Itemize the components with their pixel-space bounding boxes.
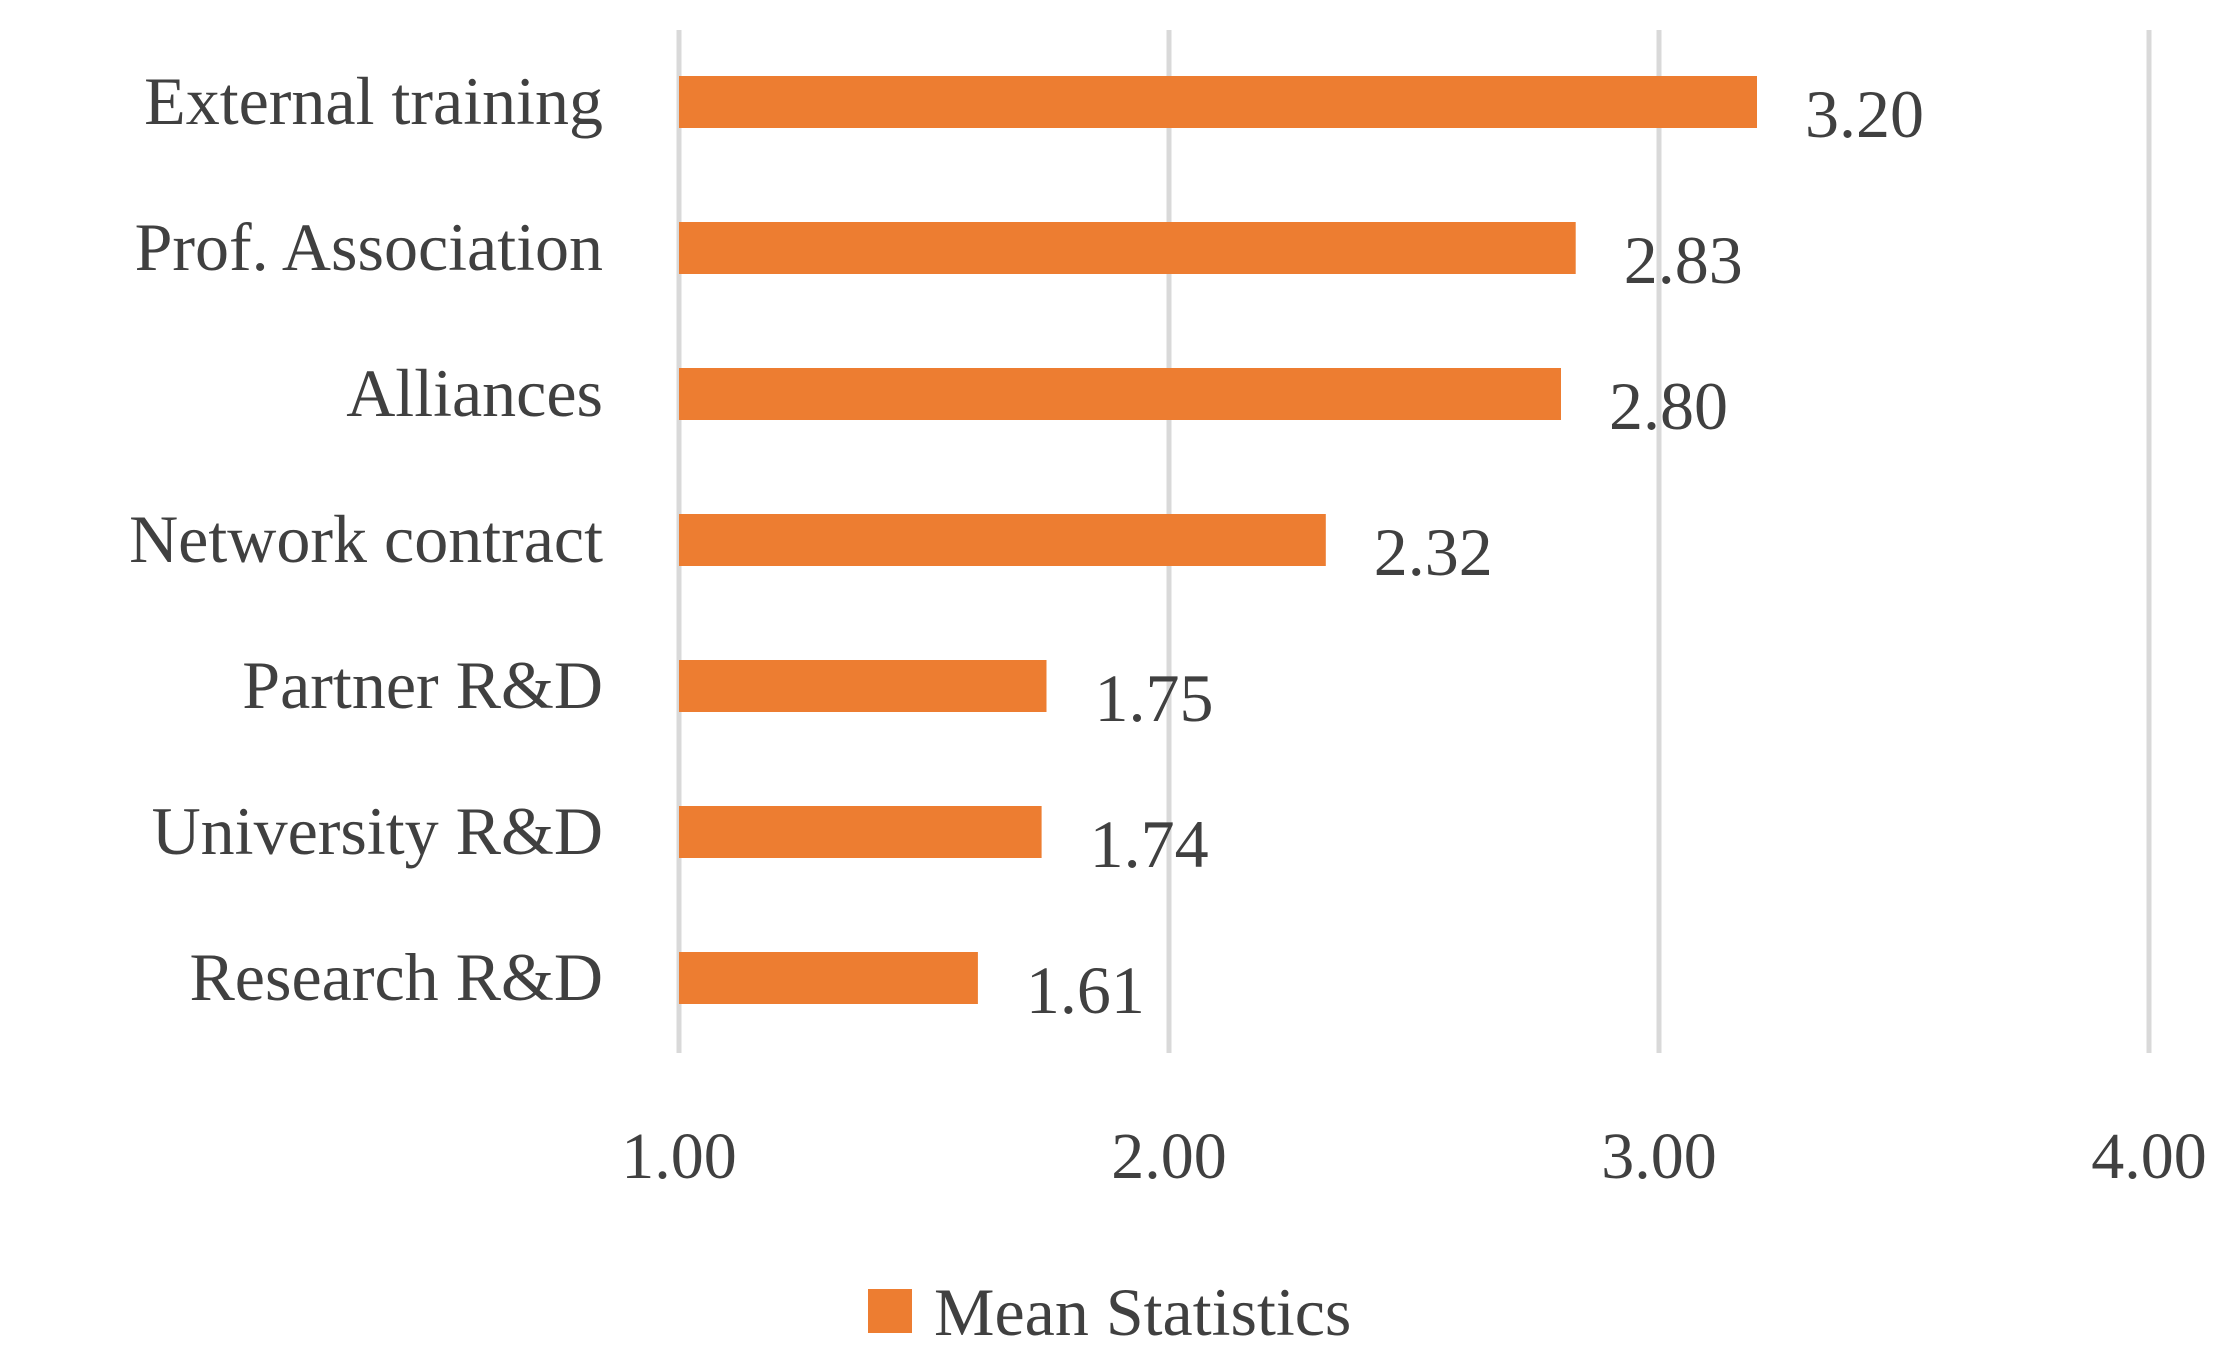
category-label: External training [144,63,603,139]
legend-swatch [868,1289,912,1333]
bar [679,514,1326,566]
category-label: Partner R&D [242,647,603,723]
bar [679,660,1047,712]
category-label: Research R&D [189,939,603,1015]
x-axis-tick-labels: 1.00 2.00 3.00 4.00 [621,1120,2207,1193]
category-label: Alliances [346,355,603,431]
data-label: 1.61 [1026,952,1145,1028]
bar [679,806,1042,858]
x-tick-label: 1.00 [621,1120,737,1193]
data-labels: 3.20 2.83 2.80 2.32 1.75 1.74 1.61 [1026,76,1924,1028]
x-tick-label: 3.00 [1601,1120,1717,1193]
data-label: 3.20 [1805,76,1924,152]
data-label: 2.80 [1609,368,1728,444]
data-label: 2.83 [1624,222,1743,298]
x-tick-label: 2.00 [1111,1120,1227,1193]
bar [679,222,1576,274]
category-label: Prof. Association [135,209,603,285]
data-label: 1.74 [1090,806,1209,882]
bar [679,952,978,1004]
category-axis-labels: External training Prof. Association Allian… [129,63,603,1015]
legend-label: Mean Statistics [934,1274,1351,1350]
bar [679,368,1561,420]
data-label: 1.75 [1095,660,1214,736]
category-label: Network contract [129,501,603,577]
x-tick-label: 4.00 [2091,1120,2207,1193]
category-label: University R&D [152,793,603,869]
data-label: 2.32 [1374,514,1493,590]
legend: Mean Statistics [868,1274,1351,1350]
bar-series [679,76,1757,1004]
bar [679,76,1757,128]
